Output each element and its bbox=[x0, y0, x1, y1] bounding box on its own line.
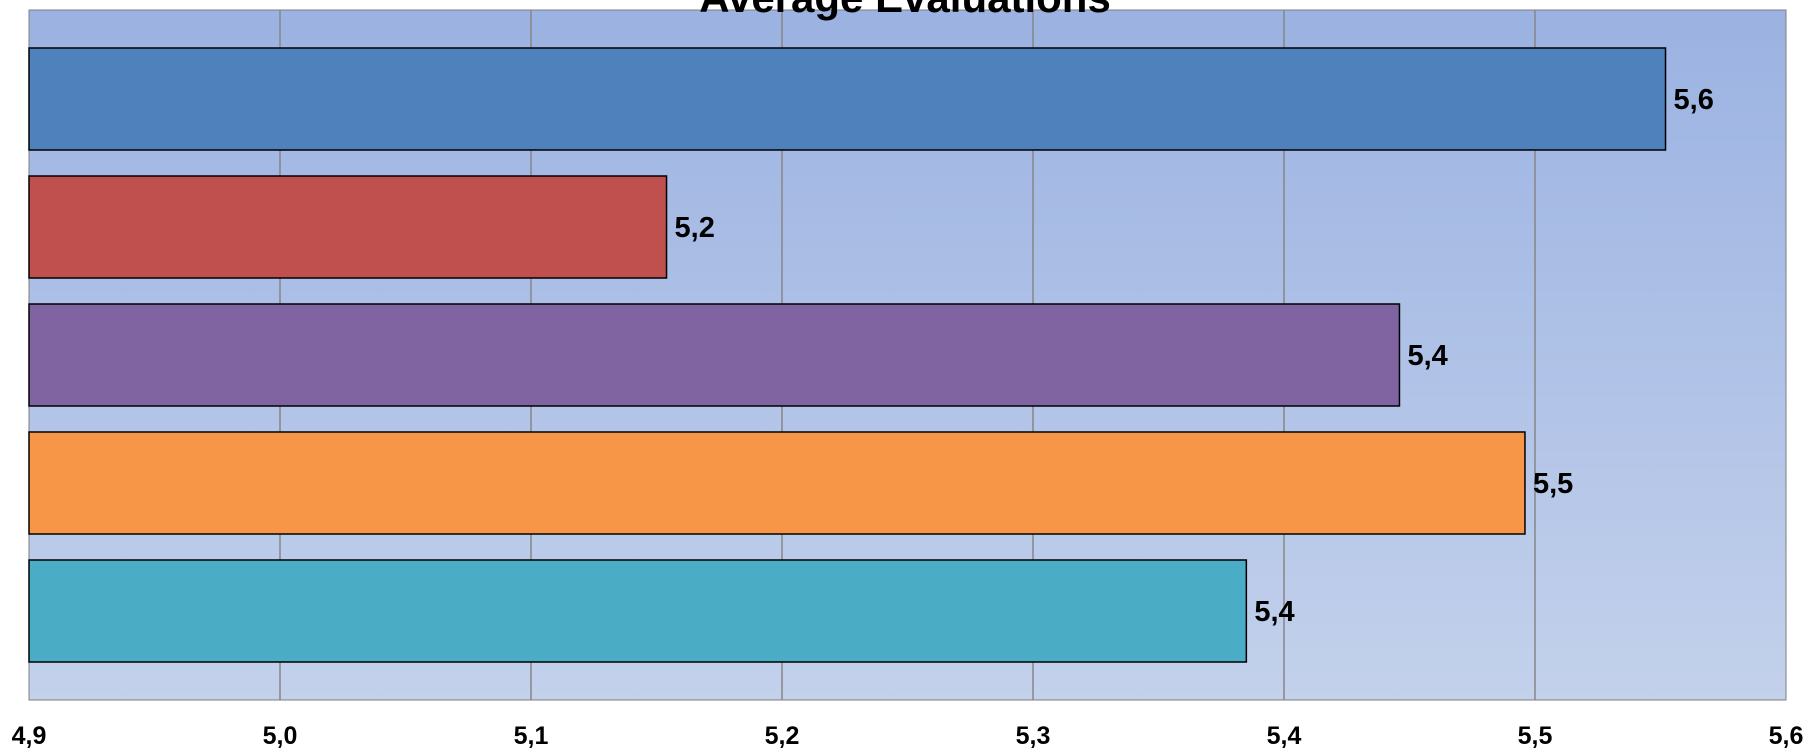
bar bbox=[28, 303, 1401, 407]
bar bbox=[28, 47, 1667, 151]
bar bbox=[28, 431, 1526, 535]
data-labels: 5,6 5,2 5,4 5,5 5,4 bbox=[675, 84, 1714, 628]
bar-value-label: 5,4 bbox=[1407, 340, 1447, 372]
x-tick-label: 5,6 bbox=[1769, 722, 1804, 749]
x-tick-label: 5,0 bbox=[263, 722, 298, 749]
bar-value-label: 5,2 bbox=[675, 212, 715, 244]
x-tick-label: 5,1 bbox=[514, 722, 549, 749]
x-tick-label: 5,4 bbox=[1267, 722, 1302, 749]
x-tick-label: 5,2 bbox=[765, 722, 800, 749]
x-axis-ticks: 4,9 5,0 5,1 5,2 5,3 5,4 5,5 5,6 bbox=[12, 722, 1804, 749]
x-tick-label: 5,5 bbox=[1518, 722, 1553, 749]
chart-title: Average Evaluations bbox=[699, 0, 1111, 21]
bar bbox=[28, 559, 1248, 663]
bars bbox=[28, 47, 1667, 663]
x-tick-label: 4,9 bbox=[12, 722, 47, 749]
x-tick-label: 5,3 bbox=[1016, 722, 1051, 749]
bar-value-label: 5,6 bbox=[1674, 84, 1714, 116]
bar-value-label: 5,4 bbox=[1254, 596, 1294, 628]
bar bbox=[28, 175, 668, 279]
bar-value-label: 5,5 bbox=[1533, 468, 1573, 500]
